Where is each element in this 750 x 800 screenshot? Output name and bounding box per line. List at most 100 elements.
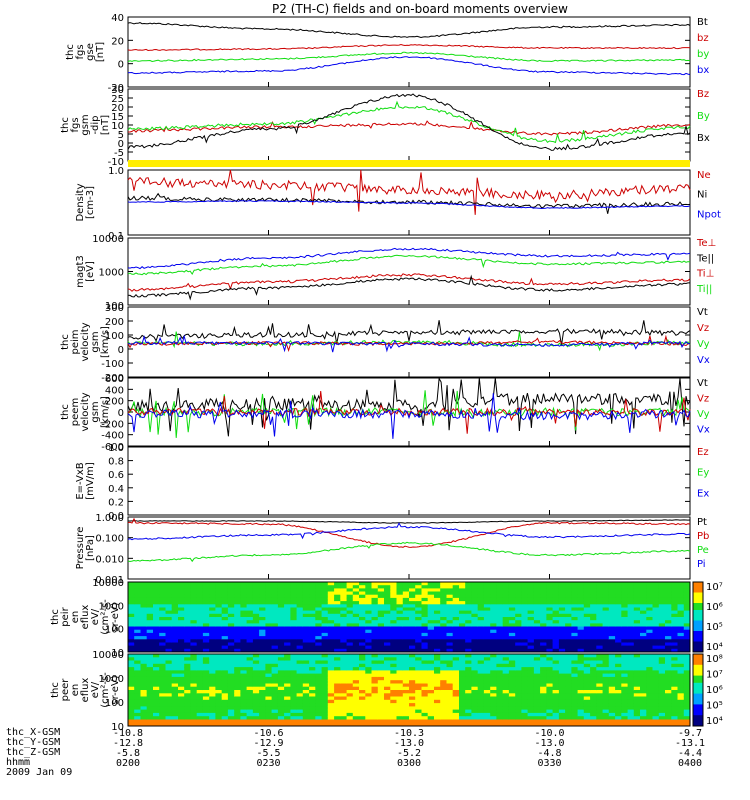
spectrogram-cell-peir <box>271 591 279 596</box>
spectrogram-cell-peer <box>583 699 591 704</box>
spectrogram-cell-peir <box>365 629 372 634</box>
spectrogram-cell-peer <box>321 657 329 662</box>
spectrogram-cell-peir <box>627 613 635 618</box>
spectrogram-cell-peir <box>402 645 410 650</box>
spectrogram-cell-peer <box>677 680 685 684</box>
spectrogram-cell-peir <box>665 601 672 605</box>
spectrogram-cell-peer <box>527 676 535 681</box>
spectrogram-cell-peer <box>602 703 610 707</box>
spectrogram-cell-peir <box>146 585 154 589</box>
spectrogram-cell-peer <box>540 719 547 724</box>
spectrogram-cell-peir <box>502 636 510 640</box>
spectrogram-cell-peir <box>652 607 660 612</box>
spectrogram-cell-peir <box>465 594 472 599</box>
spectrogram-cell-peir <box>196 617 204 621</box>
spectrogram-cell-peer <box>153 696 160 701</box>
spectrogram-cell-peer <box>546 686 554 691</box>
spectrogram-cell-peer <box>602 716 610 720</box>
spectrogram-cell-peer <box>340 663 347 668</box>
spectrogram-cell-peir <box>533 642 541 647</box>
spectrogram-cell-peir <box>521 601 529 605</box>
spectrogram-cell-peer <box>146 719 154 724</box>
spectrogram-cell-peir <box>315 617 322 621</box>
spectrogram-cell-peir <box>359 639 366 643</box>
spectrogram-cell-peir <box>683 626 691 631</box>
spectrogram-cell-peir <box>633 626 641 631</box>
spectrogram-cell-peer <box>196 667 204 671</box>
spectrogram-cell-peir <box>196 648 204 653</box>
spectrogram-cell-peer <box>409 703 416 707</box>
spectrogram-cell-peir <box>546 617 554 621</box>
spectrogram-cell-peir <box>565 604 572 608</box>
spectrogram-cell-peer <box>652 703 660 707</box>
spectrogram-cell-peir <box>477 632 485 637</box>
spectrogram-cell-peer <box>552 667 560 671</box>
spectrogram-cell-peir <box>178 648 185 653</box>
spectrogram-cell-peer <box>552 686 560 691</box>
spectrogram-cell-peir <box>321 617 329 621</box>
spectrogram-cell-peer <box>184 693 191 698</box>
spectrogram-cell-peir <box>352 613 360 618</box>
spectrogram-cell-peir <box>384 617 391 621</box>
ylabel-line: gsm <box>80 114 91 135</box>
spectrogram-cell-peer <box>271 722 279 727</box>
spectrogram-cell-peir <box>309 636 316 640</box>
spectrogram-cell-peir <box>365 597 372 602</box>
spectrogram-cell-peer <box>677 706 685 711</box>
spectrogram-cell-peir <box>221 613 229 618</box>
spectrogram-cell-peer <box>371 667 379 671</box>
spectrogram-cell-peer <box>271 670 279 675</box>
spectrogram-cell-peer <box>209 709 216 714</box>
spectrogram-cell-peer <box>171 690 179 694</box>
spectrogram-cell-peir <box>558 617 566 621</box>
spectrogram-cell-peir <box>490 629 497 634</box>
spectrogram-cell-peer <box>277 673 285 678</box>
spectrogram-cell-peir <box>277 607 285 612</box>
spectrogram-cell-peir <box>502 617 510 621</box>
spectrogram-cell-peir <box>421 639 429 643</box>
spectrogram-cell-peer <box>602 676 610 681</box>
spectrogram-cell-peir <box>234 645 241 650</box>
spectrogram-cell-peir <box>196 645 204 650</box>
spectrogram-cell-peer <box>533 696 541 701</box>
spectrogram-cell-peer <box>652 670 660 675</box>
spectrogram-cell-peir <box>640 626 647 631</box>
spectrogram-cell-peir <box>665 588 672 593</box>
series-Pb <box>127 517 691 548</box>
spectrogram-cell-peir <box>346 582 354 586</box>
spectrogram-cell-peer <box>409 716 416 720</box>
spectrogram-cell-peir <box>646 629 653 634</box>
spectrogram-cell-peer <box>452 706 460 711</box>
spectrogram-cell-peir <box>184 607 191 612</box>
spectrogram-cell-peer <box>128 680 135 684</box>
spectrogram-cell-peir <box>371 601 379 605</box>
spectrogram-cell-peer <box>321 660 329 665</box>
spectrogram-cell-peir <box>277 623 285 628</box>
spectrogram-cell-peer <box>427 719 435 724</box>
spectrogram-cell-peer <box>334 654 341 658</box>
spectrogram-cell-peir <box>165 594 173 599</box>
spectrogram-cell-peer <box>384 667 391 671</box>
spectrogram-cell-peer <box>633 709 641 714</box>
spectrogram-cell-peer <box>409 673 416 678</box>
spectrogram-cell-peir <box>627 648 635 653</box>
spectrogram-cell-peir <box>533 607 541 612</box>
colorbar-segment <box>693 589 703 593</box>
spectrogram-cell-peer <box>671 693 678 698</box>
spectrogram-cell-peer <box>508 660 516 665</box>
spectrogram-cell-peer <box>234 722 241 727</box>
spectrogram-cell-peer <box>128 667 135 671</box>
spectrogram-cell-peer <box>683 660 691 665</box>
spectrogram-cell-peer <box>178 654 185 658</box>
spectrogram-cell-peir <box>646 591 653 596</box>
spectrogram-cell-peer <box>521 693 529 698</box>
spectrogram-cell-peer <box>359 683 366 688</box>
spectrogram-cell-peir <box>327 591 335 596</box>
spectrogram-cell-peer <box>640 693 647 698</box>
legend-Ne: Ne <box>697 170 711 181</box>
spectrogram-cell-peer <box>515 690 522 694</box>
spectrogram-cell-peer <box>384 696 391 701</box>
spectrogram-cell-peer <box>671 719 678 724</box>
spectrogram-cell-peer <box>440 712 447 717</box>
spectrogram-cell-peir <box>490 632 497 637</box>
